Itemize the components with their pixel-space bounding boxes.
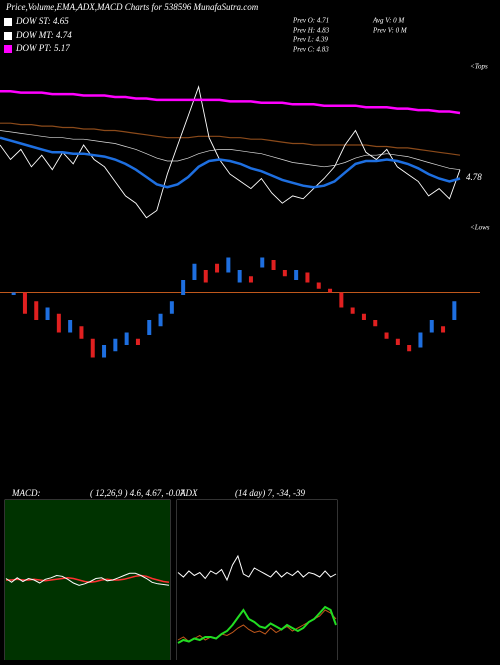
prev-close: Prev C: 4.83	[292, 46, 329, 54]
legend-swatch	[4, 45, 12, 53]
candle-body	[452, 301, 457, 320]
candle-body	[373, 320, 378, 327]
candle-body	[56, 313, 61, 333]
legend-label: DOW ST: 4.65	[15, 16, 69, 26]
legend-label: DOW PT: 5.17	[15, 43, 70, 53]
legend-label: DOW MT: 4.74	[15, 30, 72, 40]
candle-body	[22, 292, 27, 314]
prev-volume: Prev V: 0 M	[372, 27, 408, 35]
candle-body	[158, 313, 163, 327]
header-title: Price,Volume,EMA,ADX,MACD Charts for 538…	[5, 2, 259, 12]
candle-body	[305, 272, 310, 283]
prev-high: Prev H: 4.83	[292, 27, 330, 35]
candle-body	[260, 257, 265, 268]
candle-body	[90, 338, 95, 358]
series-line	[5, 572, 170, 586]
candle-body	[68, 320, 73, 333]
candle-body	[361, 313, 366, 320]
legend-swatch	[4, 32, 12, 40]
legend-swatch	[4, 18, 12, 26]
candle-body	[328, 288, 333, 293]
candle-body	[11, 292, 16, 295]
series-line	[0, 85, 461, 219]
candle-body	[181, 280, 186, 295]
candle-body	[248, 276, 253, 283]
last-price: 4.78	[466, 172, 482, 182]
candle-body	[282, 270, 287, 277]
panel-title: MACD:	[11, 488, 41, 498]
candle-body	[395, 338, 400, 345]
avg-volume: Avg V: 0 M	[372, 17, 405, 25]
candle-body	[34, 301, 39, 320]
prev-open: Prev O: 4.71	[292, 17, 329, 25]
panel-background	[177, 500, 337, 660]
panel-subtitle: (14 day) 7, -34, -39	[235, 488, 305, 498]
candle-body	[135, 338, 140, 345]
series-line	[0, 130, 461, 171]
candle-body	[339, 292, 344, 308]
candle-body	[113, 338, 118, 352]
series-line	[0, 136, 461, 189]
candle-body	[45, 307, 50, 320]
series-line	[0, 89, 461, 115]
panel-subtitle: ( 12,26,9 ) 4.6, 4.67, -0.07	[90, 488, 185, 498]
series-line	[177, 605, 337, 644]
candle-body	[102, 345, 107, 358]
candle-body	[124, 332, 129, 345]
candle-body	[147, 320, 152, 335]
candle-body	[79, 326, 84, 339]
candle-body	[169, 301, 174, 314]
legend: DOW ST: 4.65 DOW MT: 4.74 DOW PT: 5.17	[4, 16, 72, 53]
candle-body	[429, 320, 434, 333]
prev-low: Prev L: 4.39	[292, 36, 328, 44]
candle-body	[316, 282, 321, 289]
panel-title: ADX	[179, 488, 198, 498]
candle-body	[441, 326, 446, 333]
candle-body	[226, 257, 231, 273]
series-line	[0, 122, 461, 156]
tops-note: <Tops	[470, 63, 488, 71]
candle-body	[215, 263, 220, 273]
candle-body	[384, 332, 389, 339]
candle-body	[203, 270, 208, 283]
candle-body	[350, 307, 355, 314]
candle-body	[271, 260, 276, 270]
candle-body	[237, 270, 242, 283]
candle-body	[294, 270, 299, 280]
series-line	[177, 554, 337, 582]
candle-body	[407, 345, 412, 352]
candle-body	[418, 332, 423, 348]
lows-note: <Lows	[470, 224, 490, 232]
candle-body	[192, 263, 197, 280]
